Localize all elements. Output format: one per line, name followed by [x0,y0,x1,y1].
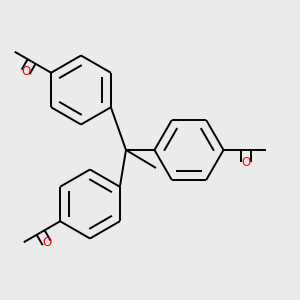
Text: O: O [21,65,30,78]
Text: O: O [242,155,250,169]
Text: O: O [42,236,51,249]
